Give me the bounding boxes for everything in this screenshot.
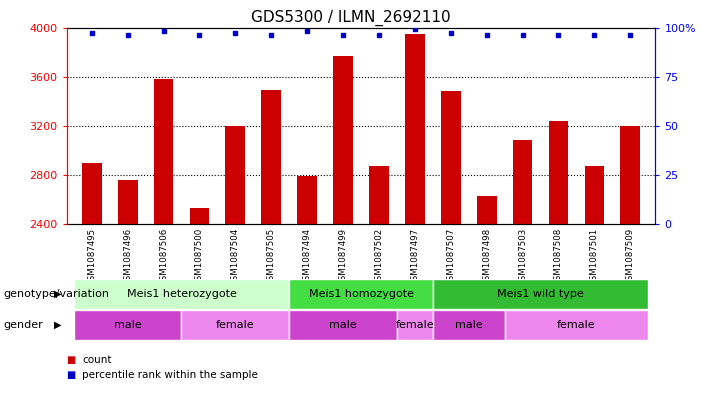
Bar [433, 279, 648, 309]
Text: percentile rank within the sample: percentile rank within the sample [82, 370, 258, 380]
Text: GSM1087508: GSM1087508 [554, 228, 563, 286]
Text: GSM1087507: GSM1087507 [447, 228, 455, 286]
Text: GSM1087499: GSM1087499 [339, 228, 348, 285]
Bar [182, 310, 290, 340]
Text: GSM1087497: GSM1087497 [410, 228, 419, 286]
Bar [512, 140, 533, 393]
Text: GSM1087494: GSM1087494 [303, 228, 312, 286]
Text: genotype/variation: genotype/variation [4, 289, 109, 299]
Bar [226, 126, 245, 393]
Bar [585, 166, 604, 393]
Text: female: female [557, 320, 596, 330]
Bar [261, 90, 281, 393]
Text: GDS5300 / ILMN_2692110: GDS5300 / ILMN_2692110 [251, 10, 450, 26]
Bar [290, 310, 397, 340]
Text: GSM1087495: GSM1087495 [87, 228, 96, 286]
Text: GSM1087500: GSM1087500 [195, 228, 204, 286]
Bar [297, 176, 317, 393]
Bar [74, 310, 182, 340]
Bar [333, 56, 353, 393]
Text: ▶: ▶ [53, 320, 61, 330]
Text: female: female [395, 320, 434, 330]
Bar [441, 91, 461, 393]
Bar [290, 279, 433, 309]
Text: gender: gender [4, 320, 43, 330]
Bar [397, 310, 433, 340]
Text: Meis1 heterozygote: Meis1 heterozygote [127, 289, 236, 299]
Bar [154, 79, 173, 393]
Text: GSM1087503: GSM1087503 [518, 228, 527, 286]
Text: GSM1087498: GSM1087498 [482, 228, 491, 286]
Text: ■: ■ [67, 370, 76, 380]
Text: GSM1087502: GSM1087502 [374, 228, 383, 286]
Text: GSM1087505: GSM1087505 [267, 228, 275, 286]
Text: GSM1087509: GSM1087509 [626, 228, 635, 286]
Text: Meis1 homozygote: Meis1 homozygote [308, 289, 414, 299]
Bar [369, 166, 389, 393]
Bar [189, 208, 210, 393]
Text: female: female [216, 320, 254, 330]
Text: ■: ■ [67, 354, 76, 365]
Text: GSM1087504: GSM1087504 [231, 228, 240, 286]
Text: male: male [329, 320, 357, 330]
Bar [82, 163, 102, 393]
Bar [433, 310, 505, 340]
Bar [620, 126, 640, 393]
Bar [505, 310, 648, 340]
Text: Meis1 wild type: Meis1 wild type [497, 289, 584, 299]
Text: male: male [455, 320, 482, 330]
Text: GSM1087506: GSM1087506 [159, 228, 168, 286]
Bar [118, 180, 137, 393]
Bar [74, 279, 290, 309]
Text: GSM1087496: GSM1087496 [123, 228, 132, 286]
Bar [405, 34, 425, 393]
Bar [549, 121, 569, 393]
Text: count: count [82, 354, 111, 365]
Bar [477, 196, 496, 393]
Text: male: male [114, 320, 142, 330]
Text: GSM1087501: GSM1087501 [590, 228, 599, 286]
Text: ▶: ▶ [53, 289, 61, 299]
